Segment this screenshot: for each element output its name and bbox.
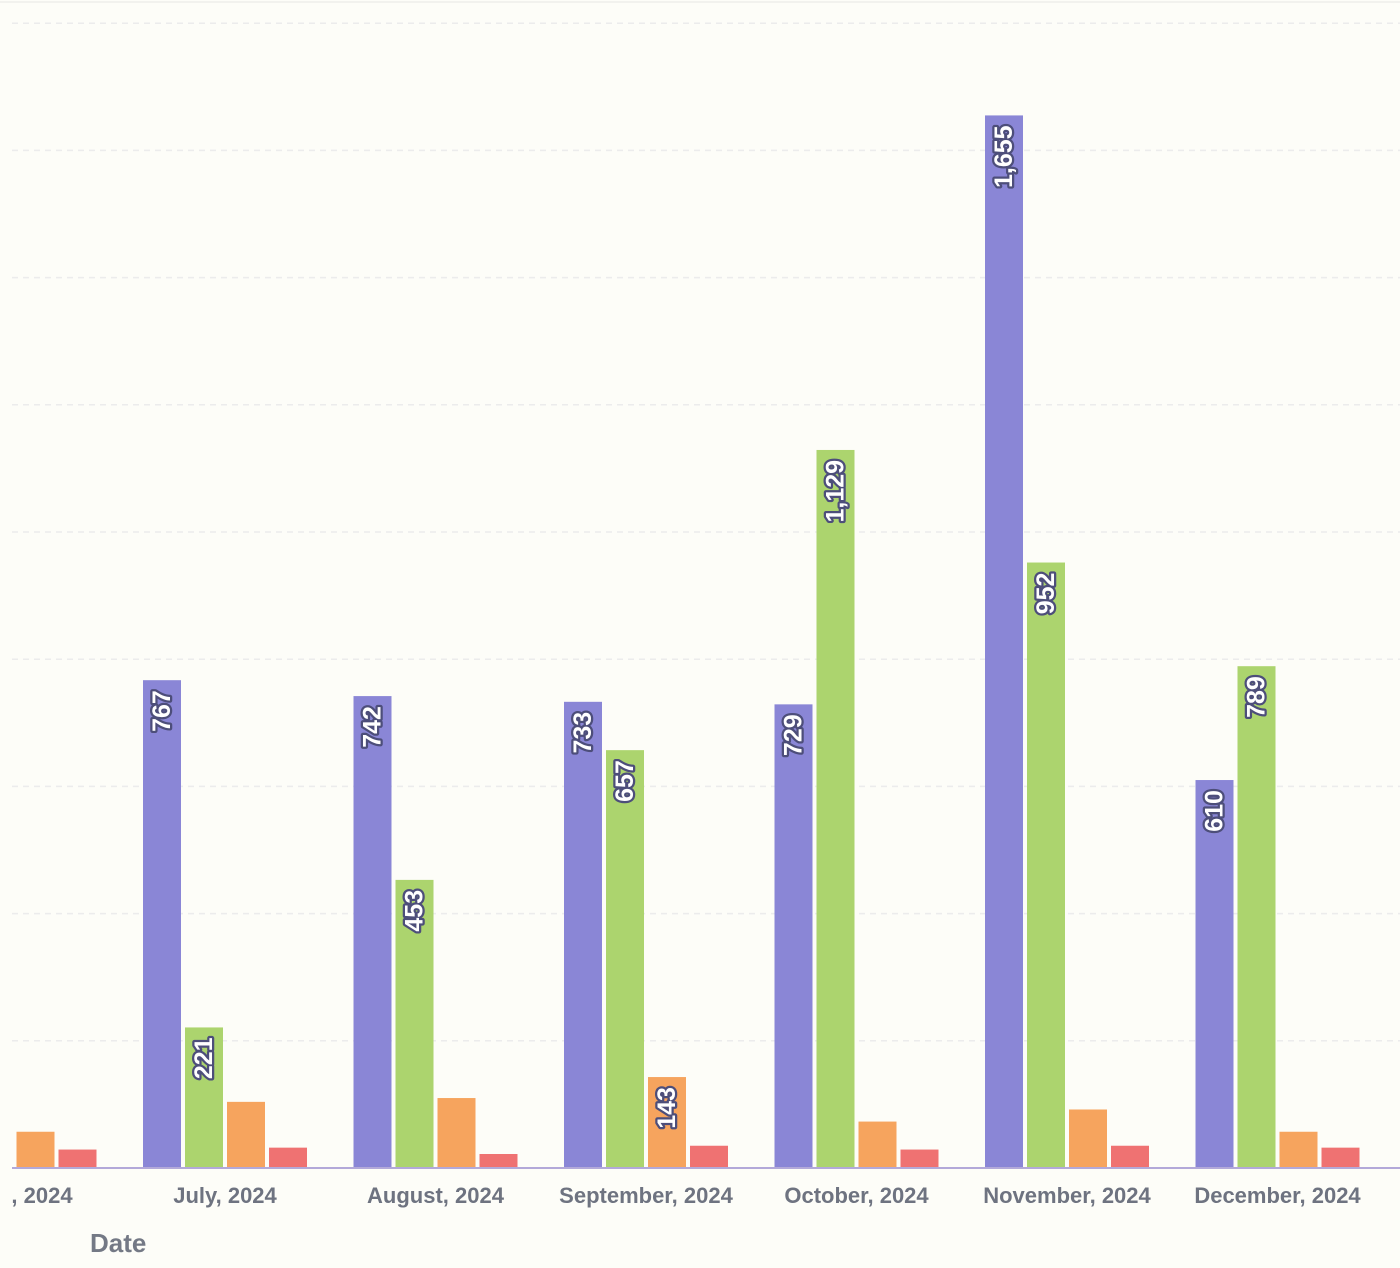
x-tick-label: July, 2024	[173, 1183, 277, 1208]
bar-4-4	[900, 1149, 939, 1168]
data-label: 952	[1032, 573, 1060, 615]
x-axis-title: Date	[90, 1228, 146, 1258]
data-label: 729	[780, 714, 808, 756]
bar-2-4	[816, 449, 855, 1168]
data-label: 221	[190, 1037, 218, 1079]
bar-1-6	[1195, 780, 1234, 1168]
bar-1-1	[143, 680, 181, 1168]
bar-4-6	[1321, 1147, 1360, 1168]
x-tick-label: December, 2024	[1194, 1183, 1361, 1208]
bar-4-3	[690, 1145, 728, 1168]
bar-1-3	[564, 701, 602, 1168]
data-label: 789	[1243, 676, 1271, 718]
x-tick-label: September, 2024	[559, 1183, 733, 1208]
bar-3-6	[1279, 1131, 1318, 1168]
bar-4-1	[269, 1147, 307, 1168]
bar-3-5	[1069, 1109, 1107, 1168]
bar-2-2	[395, 879, 434, 1168]
bar-3-0	[16, 1131, 55, 1168]
x-tick-label: November, 2024	[983, 1183, 1151, 1208]
bar-1-5	[985, 115, 1023, 1168]
data-label: 610	[1201, 790, 1229, 832]
bar-1-4	[774, 704, 813, 1168]
x-tick-label: August, 2024	[367, 1183, 505, 1208]
bar-3-3	[648, 1077, 686, 1168]
data-label: 742	[359, 706, 387, 748]
bar-3-4	[858, 1121, 897, 1168]
data-label: 1,655	[990, 125, 1018, 188]
data-label: 453	[401, 890, 429, 932]
bar-2-3	[606, 750, 644, 1168]
bar-4-0	[58, 1149, 97, 1168]
data-label: 733	[569, 712, 597, 754]
bar-4-5	[1111, 1145, 1149, 1168]
bar-2-6	[1237, 666, 1276, 1168]
bar-2-5	[1027, 562, 1065, 1168]
data-label: 1,129	[822, 460, 850, 523]
x-tick-label: , 2024	[11, 1183, 73, 1208]
bar-3-1	[227, 1101, 265, 1168]
data-label: 657	[611, 760, 639, 802]
bar-2-1	[185, 1027, 223, 1168]
x-tick-label: October, 2024	[784, 1183, 929, 1208]
data-label: 143	[653, 1087, 681, 1129]
bar-4-2	[479, 1154, 518, 1168]
bar-3-2	[437, 1098, 476, 1168]
bar-1-2	[353, 696, 392, 1168]
data-label: 767	[148, 690, 176, 732]
